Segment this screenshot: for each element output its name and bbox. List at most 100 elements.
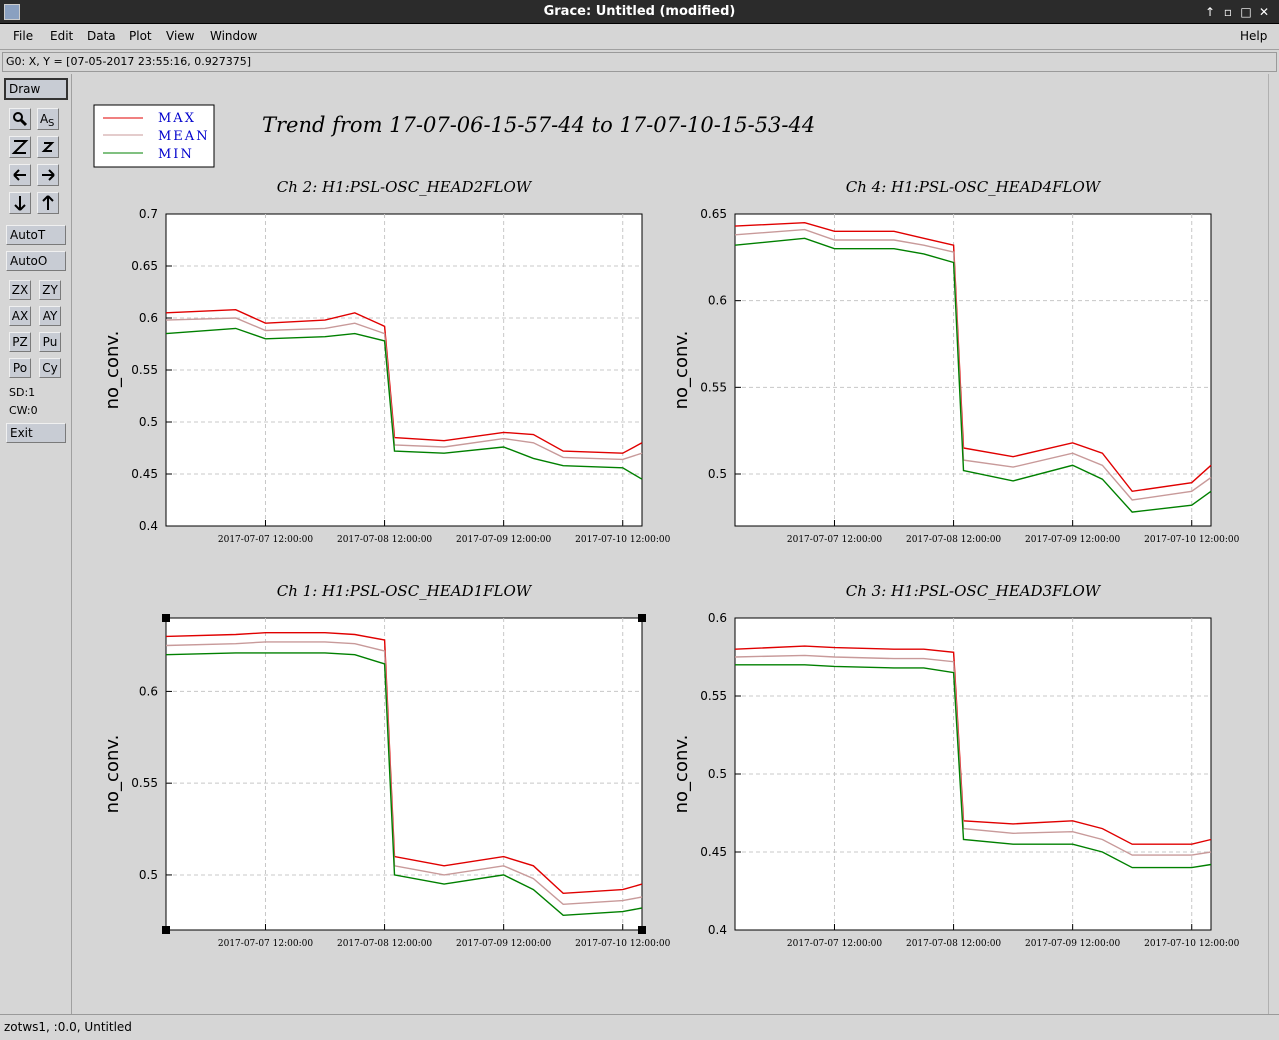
x-tick-label: 2017-07-08 12:00:00	[337, 939, 432, 949]
x-tick-label: 2017-07-09 12:00:00	[1025, 939, 1120, 949]
window-title: Grace: Untitled (modified)	[543, 4, 736, 19]
x-tick-label: 2017-07-07 12:00:00	[218, 535, 313, 545]
series-line-min	[734, 237, 1212, 513]
series-line-min	[165, 327, 643, 480]
x-tick-label: 2017-07-09 12:00:00	[456, 939, 551, 949]
y-tick-label: 0.4	[708, 923, 727, 937]
pu-button[interactable]: Pu	[39, 332, 61, 352]
scroll-right-icon[interactable]	[37, 164, 59, 186]
y-tick-label: 0.7	[139, 207, 158, 221]
x-tick-label: 2017-07-07 12:00:00	[218, 939, 313, 949]
y-tick-label: 0.65	[700, 207, 727, 221]
legend[interactable]: MAX MEAN MIN	[93, 104, 215, 168]
x-tick-label: 2017-07-07 12:00:00	[787, 939, 882, 949]
x-tick-label: 2017-07-07 12:00:00	[787, 535, 882, 545]
y-tick-label: 0.6	[139, 684, 158, 698]
raise-window-icon[interactable]: ↑	[1204, 5, 1216, 19]
y-tick-label: 0.55	[131, 776, 158, 790]
legend-label-mean: MEAN	[158, 129, 210, 144]
x-tick-label: 2017-07-08 12:00:00	[906, 939, 1001, 949]
scroll-up-icon[interactable]	[37, 192, 59, 214]
y-tick-label: 0.5	[139, 868, 158, 882]
y-axis-label: no_conv.	[671, 735, 692, 814]
po-button[interactable]: Po	[9, 358, 31, 378]
y-tick-label: 0.6	[139, 311, 158, 325]
graph-title: Ch 1: H1:PSL-OSC_HEAD1FLOW	[277, 582, 533, 600]
series-line-min	[735, 664, 1212, 869]
exit-button[interactable]: Exit	[6, 423, 66, 443]
menu-view[interactable]: View	[166, 29, 195, 43]
x-tick-label: 2017-07-08 12:00:00	[337, 535, 432, 545]
scroll-left-icon[interactable]	[9, 164, 31, 186]
x-tick-label: 2017-07-09 12:00:00	[1025, 535, 1120, 545]
set-display-status: SD:1	[9, 386, 36, 399]
minimize-window-icon[interactable]: ▫	[1223, 5, 1233, 19]
y-axis-label: no_conv.	[102, 331, 123, 410]
menu-window[interactable]: Window	[210, 29, 258, 43]
autot-button[interactable]: AutoT	[6, 225, 66, 245]
cy-button[interactable]: Cy	[39, 358, 61, 378]
maximize-window-icon[interactable]: □	[1240, 5, 1252, 19]
window-titlebar[interactable]: Grace: Untitled (modified) ↑ ▫ □ ✕	[0, 0, 1279, 24]
graph-title: Ch 2: H1:PSL-OSC_HEAD2FLOW	[277, 178, 533, 196]
zoom-icon[interactable]	[9, 108, 31, 130]
x-tick-label: 2017-07-08 12:00:00	[906, 535, 1001, 545]
pz-button[interactable]: PZ	[9, 332, 31, 352]
close-window-icon[interactable]: ✕	[1258, 5, 1270, 19]
graph-title: Ch 4: H1:PSL-OSC_HEAD4FLOW	[846, 178, 1102, 196]
draw-button[interactable]: Draw	[4, 78, 68, 100]
menu-plot[interactable]: Plot	[129, 29, 152, 43]
x-tick-label: 2017-07-09 12:00:00	[456, 535, 551, 545]
plot-canvas[interactable]: Trend from 17-07-06-15-57-44 to 17-07-10…	[76, 78, 1276, 994]
y-tick-label: 0.5	[708, 467, 727, 481]
plot-figure[interactable]: Trend from 17-07-06-15-57-44 to 17-07-10…	[76, 78, 1266, 994]
menu-file[interactable]: File	[13, 29, 34, 43]
zx-button[interactable]: ZX	[9, 280, 31, 300]
graph-frame	[165, 617, 643, 931]
menu-edit[interactable]: Edit	[50, 29, 74, 43]
y-tick-label: 0.4	[139, 519, 158, 533]
svg-text:A: A	[40, 112, 49, 126]
x-tick-label: 2017-07-10 12:00:00	[1144, 535, 1239, 545]
y-tick-label: 0.55	[700, 380, 727, 394]
svg-text:S: S	[48, 118, 54, 129]
ay-button[interactable]: AY	[39, 306, 61, 326]
x-tick-label: 2017-07-10 12:00:00	[575, 939, 670, 949]
y-tick-label: 0.65	[131, 259, 158, 273]
menu-data[interactable]: Data	[87, 29, 116, 43]
selection-handle	[162, 926, 170, 934]
y-tick-label: 0.5	[139, 415, 158, 429]
vertical-scrollbar[interactable]	[1268, 74, 1278, 1014]
y-tick-label: 0.45	[700, 845, 727, 859]
x-tick-label: 2017-07-10 12:00:00	[1144, 939, 1239, 949]
figure-title: Trend from 17-07-06-15-57-44 to 17-07-10…	[262, 113, 815, 137]
y-tick-label: 0.5	[708, 767, 727, 781]
x-tick-label: 2017-07-10 12:00:00	[575, 535, 670, 545]
status-bar: zotws1, :0.0, Untitled	[0, 1014, 1279, 1040]
zy-button[interactable]: ZY	[39, 280, 61, 300]
scroll-down-icon[interactable]	[9, 192, 31, 214]
selection-handle	[638, 926, 646, 934]
ax-button[interactable]: AX	[9, 306, 31, 326]
app-icon[interactable]	[4, 4, 20, 20]
autoo-button[interactable]: AutoO	[6, 251, 66, 271]
series-line-min	[165, 652, 643, 917]
zoom-in-z-icon[interactable]	[9, 136, 31, 158]
zoom-out-z-icon[interactable]	[37, 136, 59, 158]
graph-title: Ch 3: H1:PSL-OSC_HEAD3FLOW	[846, 582, 1102, 600]
y-tick-label: 0.55	[700, 689, 727, 703]
locator-readout: G0: X, Y = [07-05-2017 23:55:16, 0.92737…	[2, 52, 1277, 72]
selection-handle	[638, 614, 646, 622]
legend-label-max: MAX	[158, 111, 196, 126]
y-tick-label: 0.6	[708, 611, 727, 625]
menubar: File Edit Data Plot View Window Help	[0, 24, 1279, 50]
y-tick-label: 0.55	[131, 363, 158, 377]
graph-frame	[734, 213, 1212, 527]
menu-help[interactable]: Help	[1240, 29, 1268, 43]
y-tick-label: 0.6	[708, 294, 727, 308]
current-world-status: CW:0	[9, 404, 38, 417]
selection-handle	[162, 614, 170, 622]
y-axis-label: no_conv.	[671, 331, 692, 410]
